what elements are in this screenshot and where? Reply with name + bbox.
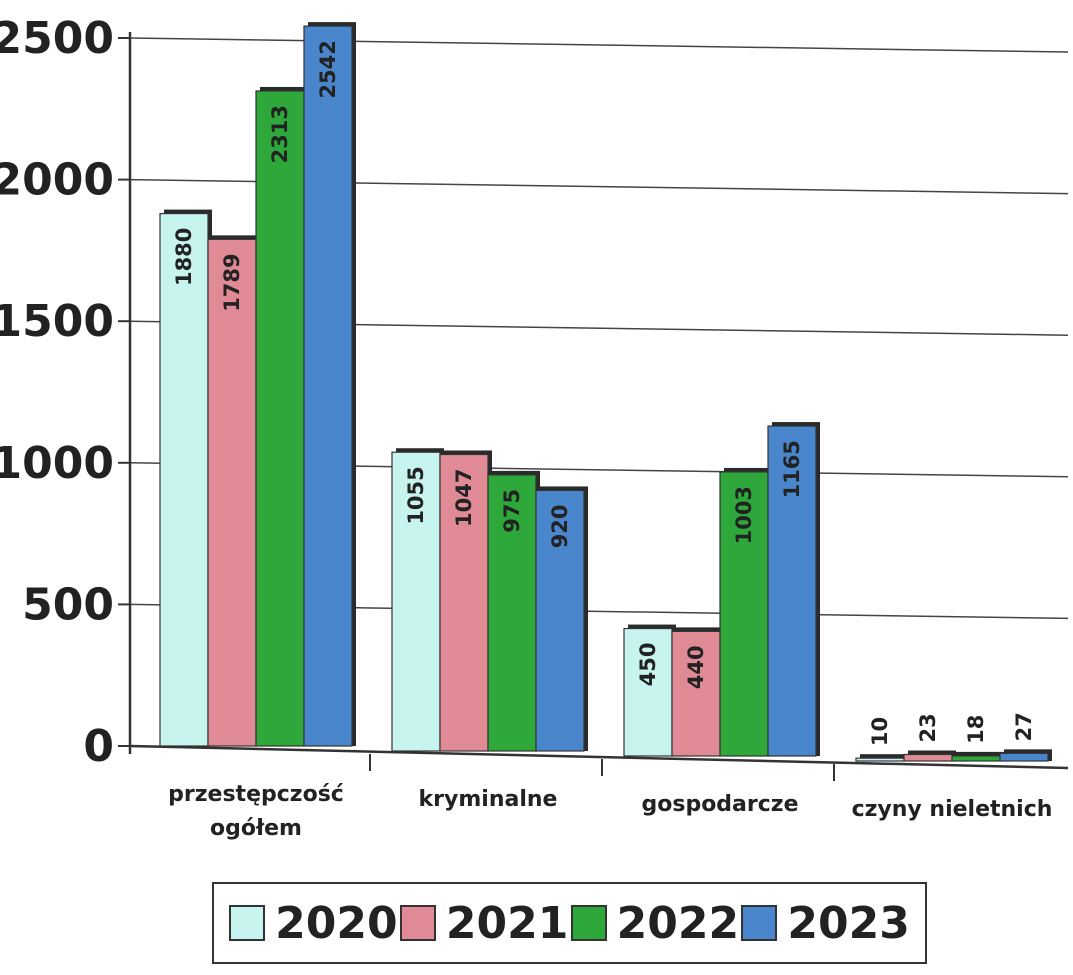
legend-label-2020: 2020 xyxy=(275,897,398,949)
category-labels: przestępczość ogółem kryminalne gospodarcze… xyxy=(168,782,1052,841)
legend-label-2021: 2021 xyxy=(445,897,569,949)
bar-2021-2 xyxy=(671,630,721,757)
data-label: 440 xyxy=(684,645,708,689)
data-label: 23 xyxy=(916,713,940,742)
bar-2023-2 xyxy=(767,425,817,757)
legend: 2020 2021 2022 2023 xyxy=(212,882,927,964)
y-tick-label-1500: 1500 xyxy=(0,296,114,347)
legend-swatch-2022 xyxy=(570,905,607,941)
bar-2022-2 xyxy=(719,471,769,757)
y-tick-label-500: 500 xyxy=(22,579,114,630)
data-label: 1789 xyxy=(220,253,244,311)
bar-2021-0 xyxy=(207,238,257,747)
bar-2023-3 xyxy=(999,752,1049,762)
bar-2021-1 xyxy=(439,453,489,752)
category-label: gospodarcze xyxy=(641,792,798,817)
bar-2023-1 xyxy=(535,489,585,752)
data-label: 27 xyxy=(1012,712,1036,741)
bar-2020-1 xyxy=(391,451,441,752)
legend-swatch-2020 xyxy=(229,905,266,941)
data-label: 10 xyxy=(868,717,892,746)
legend-item-2020: 2020 xyxy=(229,897,398,949)
bar-2020-0 xyxy=(159,212,209,747)
bar-chart: 1880 1789 2313 2542 1055 1047 975 920 450 440 1003… xyxy=(0,13,1069,841)
y-tick-labels: 0 500 1000 1500 2000 2500 xyxy=(0,13,114,772)
data-label: 1880 xyxy=(172,228,196,286)
data-label: 1165 xyxy=(780,440,804,498)
bar-2023-0 xyxy=(303,25,353,747)
data-label: 1055 xyxy=(404,466,428,524)
data-label: 1047 xyxy=(452,468,476,526)
legend-item-2023: 2023 xyxy=(741,897,910,949)
category-label: przestępczość xyxy=(168,782,344,807)
data-label: 975 xyxy=(500,489,524,533)
category-label: ogółem xyxy=(210,816,302,841)
y-tick-label-2000: 2000 xyxy=(0,155,114,206)
bar-2021-3 xyxy=(903,753,953,762)
data-label: 2313 xyxy=(268,105,292,163)
data-label: 1003 xyxy=(732,486,756,544)
legend-label-2022: 2022 xyxy=(616,897,740,949)
x-axis-line xyxy=(129,744,1069,770)
legend-item-2021: 2021 xyxy=(399,897,569,949)
data-label: 2542 xyxy=(316,40,340,98)
bar-2020-2 xyxy=(623,627,673,757)
bar-2020-3 xyxy=(855,757,905,762)
y-tick-label-1000: 1000 xyxy=(0,438,114,489)
data-label: 450 xyxy=(636,643,660,687)
legend-swatch-2023 xyxy=(741,905,778,941)
legend-swatch-2021 xyxy=(399,905,436,941)
data-labels: 1880 1789 2313 2542 1055 1047 975 920 450 440 1003… xyxy=(172,40,1036,746)
gridline-2500 xyxy=(129,37,1069,53)
data-label: 18 xyxy=(964,715,988,744)
legend-item-2022: 2022 xyxy=(570,897,740,949)
legend-label-2023: 2023 xyxy=(787,897,910,949)
y-tick-label-2500: 2500 xyxy=(0,13,114,64)
data-label: 920 xyxy=(548,504,572,548)
bar-2022-0 xyxy=(255,90,305,747)
category-label: czyny nieletnich xyxy=(852,797,1053,822)
axes xyxy=(118,32,1069,781)
bars xyxy=(159,22,1052,762)
y-tick-label-0: 0 xyxy=(83,721,114,772)
category-label: kryminalne xyxy=(419,787,558,812)
bar-2022-3 xyxy=(951,755,1001,762)
bar-2022-1 xyxy=(487,474,537,752)
